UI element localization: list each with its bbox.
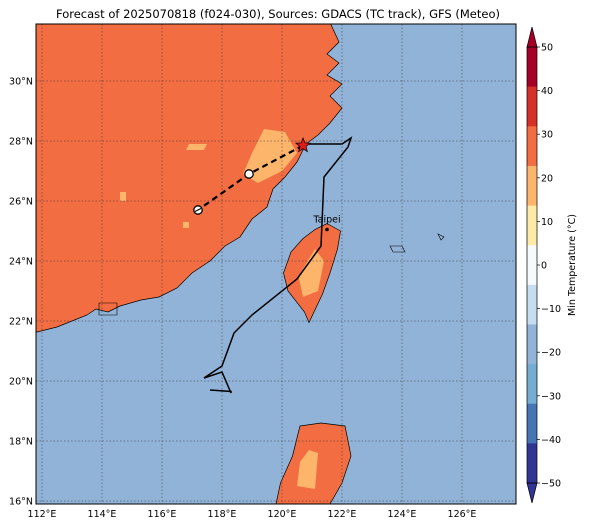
colorbar-segment bbox=[527, 86, 537, 127]
colorbar-segment bbox=[527, 47, 537, 88]
lat-tick-label: 18°N bbox=[9, 437, 33, 448]
colorbar-segment bbox=[527, 284, 537, 325]
current-position-star-icon bbox=[294, 137, 312, 153]
lon-tick-label: 124°E bbox=[388, 509, 417, 520]
lon-tick-label: 114°E bbox=[88, 509, 117, 520]
figure-title: Forecast of 2025070818 (f024-030), Sourc… bbox=[56, 7, 500, 21]
warm-patch bbox=[186, 144, 207, 150]
colorbar-tick-label: −10 bbox=[541, 304, 561, 315]
lat-tick-label: 30°N bbox=[9, 77, 33, 88]
colorbar-segment bbox=[527, 364, 537, 405]
land-layer bbox=[36, 24, 445, 504]
map-gridlines bbox=[36, 24, 516, 504]
colorbar-tick-label: −30 bbox=[541, 391, 561, 402]
colorbar-segment bbox=[527, 205, 537, 246]
lon-tick-label: 118°E bbox=[208, 509, 237, 520]
lat-tick-label: 16°N bbox=[9, 497, 33, 508]
colorbar-segment bbox=[527, 324, 537, 365]
colorbar-tick-label: 10 bbox=[541, 217, 553, 228]
lat-tick-label: 22°N bbox=[9, 317, 33, 328]
lon-tick-label: 120°E bbox=[268, 509, 297, 520]
colorbar-label: Min Temperature (°C) bbox=[567, 214, 578, 316]
colorbar-tick-label: −50 bbox=[541, 479, 561, 490]
mainland-china bbox=[36, 24, 343, 333]
lat-tick-label: 20°N bbox=[9, 377, 33, 388]
warm-region-luzon bbox=[297, 450, 318, 489]
colorbar-segment bbox=[527, 443, 537, 484]
ryukyu-island bbox=[437, 233, 445, 241]
hong-kong-box bbox=[98, 302, 118, 316]
lat-tick-label: 28°N bbox=[9, 137, 33, 148]
lon-tick-label: 122°E bbox=[328, 509, 357, 520]
forecast-position-marker bbox=[244, 169, 254, 179]
marker-hatch bbox=[194, 208, 202, 212]
warm-patch bbox=[120, 192, 126, 201]
colorbar-tick-label: −20 bbox=[541, 348, 561, 359]
city-dot bbox=[325, 227, 329, 232]
warm-region-taiwan bbox=[298, 249, 324, 297]
lon-tick-label: 112°E bbox=[28, 509, 57, 520]
lat-tick-label: 26°N bbox=[9, 197, 33, 208]
ryukyu-island bbox=[389, 245, 406, 253]
colorbar-tick-label: 50 bbox=[541, 43, 553, 54]
colorbar-segment bbox=[527, 126, 537, 167]
colorbar: −50 −40 −30 −20 −10 0 10 20 30 40 50 Min Temperatu… bbox=[526, 26, 578, 504]
lon-tick-label: 116°E bbox=[148, 509, 177, 520]
city-label: Taipei bbox=[312, 215, 340, 226]
latitude-axis: 16°N 18°N 20°N 22°N 24°N 26°N 28°N 30°N bbox=[9, 77, 33, 508]
colorbar-segment bbox=[527, 403, 537, 444]
colorbar-tick-label: 30 bbox=[541, 130, 553, 141]
lon-tick-label: 126°E bbox=[448, 509, 477, 520]
colorbar-ticks: −50 −40 −30 −20 −10 0 10 20 30 40 50 bbox=[537, 43, 561, 490]
colorbar-segment bbox=[527, 245, 537, 286]
colorbar-segment bbox=[527, 165, 537, 206]
colorbar-tick-label: 0 bbox=[541, 261, 547, 272]
map-panel: Taipei 112°E 114°E 116°E 118°E 120°E 122°E 124… bbox=[9, 23, 517, 520]
map-frame bbox=[35, 23, 517, 505]
colorbar-tick-label: 40 bbox=[541, 86, 553, 97]
tc-track-layer bbox=[193, 136, 353, 394]
colorbar-tick-label: 20 bbox=[541, 173, 553, 184]
observed-track-line bbox=[203, 136, 353, 394]
colorbar-tick-label: −40 bbox=[541, 435, 561, 446]
colorbar-extend-max bbox=[526, 26, 538, 48]
lat-tick-label: 24°N bbox=[9, 257, 33, 268]
longitude-axis: 112°E 114°E 116°E 118°E 120°E 122°E 124°E 126°E bbox=[28, 509, 477, 520]
colorbar-extend-min bbox=[526, 482, 538, 504]
city-layer: Taipei bbox=[312, 215, 341, 232]
warm-patch bbox=[183, 222, 189, 228]
